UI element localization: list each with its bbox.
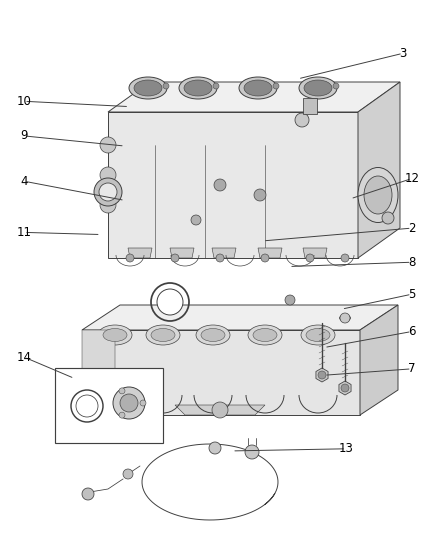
- Polygon shape: [108, 82, 400, 112]
- Circle shape: [333, 83, 339, 89]
- Circle shape: [82, 488, 94, 500]
- Ellipse shape: [76, 395, 98, 417]
- Text: 5: 5: [408, 288, 415, 301]
- Circle shape: [140, 400, 146, 406]
- Ellipse shape: [146, 325, 180, 345]
- Polygon shape: [358, 82, 400, 258]
- Ellipse shape: [151, 328, 175, 342]
- Circle shape: [100, 137, 116, 153]
- Ellipse shape: [358, 167, 398, 222]
- Circle shape: [209, 442, 221, 454]
- Circle shape: [100, 197, 116, 213]
- Polygon shape: [82, 330, 115, 415]
- Ellipse shape: [339, 315, 350, 321]
- Text: 10: 10: [17, 95, 32, 108]
- Text: 9: 9: [20, 130, 28, 142]
- Text: 8: 8: [408, 256, 415, 269]
- Text: 3: 3: [399, 47, 406, 60]
- Ellipse shape: [248, 325, 282, 345]
- Ellipse shape: [364, 176, 392, 214]
- Circle shape: [261, 254, 269, 262]
- Ellipse shape: [244, 80, 272, 96]
- Polygon shape: [339, 381, 351, 395]
- Text: 6: 6: [408, 325, 416, 338]
- Circle shape: [191, 215, 201, 225]
- Circle shape: [120, 394, 138, 412]
- Ellipse shape: [306, 328, 330, 342]
- Circle shape: [113, 387, 145, 419]
- Circle shape: [119, 412, 125, 418]
- Circle shape: [254, 189, 266, 201]
- Circle shape: [341, 254, 349, 262]
- Circle shape: [285, 295, 295, 305]
- Text: 14: 14: [17, 351, 32, 364]
- Polygon shape: [212, 248, 236, 258]
- Circle shape: [100, 167, 116, 183]
- Ellipse shape: [301, 325, 335, 345]
- Ellipse shape: [103, 328, 127, 342]
- Ellipse shape: [179, 77, 217, 99]
- Circle shape: [306, 254, 314, 262]
- Circle shape: [318, 371, 326, 379]
- Ellipse shape: [253, 328, 277, 342]
- Circle shape: [212, 402, 228, 418]
- Circle shape: [213, 83, 219, 89]
- Ellipse shape: [304, 80, 332, 96]
- Polygon shape: [108, 112, 358, 258]
- Ellipse shape: [134, 80, 162, 96]
- Text: 7: 7: [408, 362, 416, 375]
- Circle shape: [341, 384, 349, 392]
- Ellipse shape: [157, 289, 183, 315]
- Polygon shape: [175, 405, 265, 415]
- Circle shape: [119, 388, 125, 394]
- Ellipse shape: [299, 77, 337, 99]
- Text: 12: 12: [404, 172, 419, 185]
- Circle shape: [163, 83, 169, 89]
- Polygon shape: [128, 248, 152, 258]
- Ellipse shape: [129, 77, 167, 99]
- Circle shape: [171, 254, 179, 262]
- Circle shape: [126, 254, 134, 262]
- Circle shape: [245, 445, 259, 459]
- Ellipse shape: [239, 77, 277, 99]
- Ellipse shape: [196, 325, 230, 345]
- Bar: [55, 368, 163, 443]
- Ellipse shape: [98, 325, 132, 345]
- Polygon shape: [303, 248, 327, 258]
- Text: 2: 2: [408, 222, 416, 235]
- Ellipse shape: [94, 178, 122, 206]
- Polygon shape: [258, 248, 282, 258]
- Polygon shape: [82, 330, 360, 415]
- Text: 4: 4: [20, 175, 28, 188]
- Polygon shape: [316, 368, 328, 382]
- Circle shape: [273, 83, 279, 89]
- Text: 11: 11: [17, 226, 32, 239]
- Polygon shape: [170, 248, 194, 258]
- Polygon shape: [82, 305, 398, 330]
- Circle shape: [295, 113, 309, 127]
- Polygon shape: [360, 305, 398, 415]
- Circle shape: [216, 254, 224, 262]
- Circle shape: [340, 313, 350, 323]
- Text: 13: 13: [339, 442, 353, 455]
- Circle shape: [123, 469, 133, 479]
- Bar: [303, 98, 317, 114]
- Circle shape: [382, 212, 394, 224]
- Ellipse shape: [184, 80, 212, 96]
- Ellipse shape: [201, 328, 225, 342]
- Ellipse shape: [99, 183, 117, 201]
- Circle shape: [214, 179, 226, 191]
